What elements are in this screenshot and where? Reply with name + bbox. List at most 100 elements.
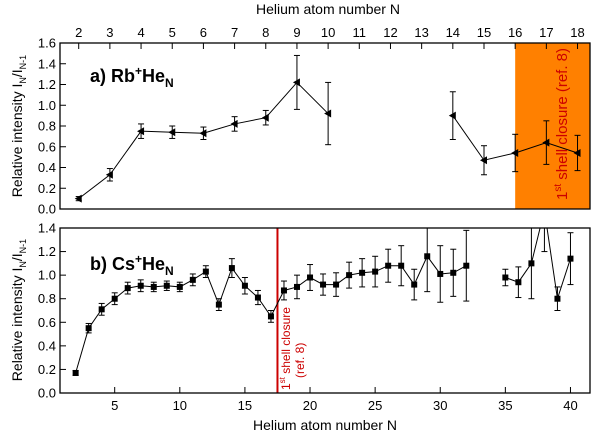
y-tick-label: 0.6: [38, 315, 56, 330]
x-tick-label: 4: [137, 25, 144, 40]
x-tick-label: 18: [570, 25, 584, 40]
y-tick-label: 0.4: [38, 338, 56, 353]
y-tick-label: 1.6: [38, 36, 56, 51]
panel-b-ylabel: Relative intensity IN/IN-1: [9, 239, 28, 381]
data-point: [150, 283, 157, 290]
data-point: [515, 279, 522, 286]
x-tick-label: 11: [353, 25, 367, 40]
panel-a-ticks: 2 3 4 5 6 7 8 9 10 11 12 13 14 15 16 17 18 0.0 0.2 0.4 0.6 0.…: [38, 25, 585, 217]
y-tick-label: 1.2: [38, 77, 56, 92]
x-tick-label: 40: [563, 398, 577, 413]
x-tick-label: 6: [200, 25, 207, 40]
data-point: [554, 295, 561, 302]
x-tick-label: 8: [262, 25, 269, 40]
data-point: [163, 282, 170, 289]
y-tick-label: 1.0: [38, 268, 56, 283]
data-point: [85, 325, 92, 332]
y-tick-label: 0.8: [38, 119, 56, 134]
data-point: [230, 119, 238, 128]
data-point: [424, 253, 431, 260]
y-tick-label: 0.0: [38, 386, 56, 401]
panel-b-series: [72, 228, 574, 376]
data-point: [111, 295, 118, 302]
x-tick-label: 13: [414, 25, 428, 40]
data-point: [280, 287, 287, 294]
data-point: [480, 156, 487, 165]
data-point: [189, 276, 196, 283]
data-point: [124, 285, 131, 292]
y-tick-label: 1.4: [38, 221, 56, 236]
x-tick-label: 3: [106, 25, 113, 40]
data-point: [573, 148, 581, 157]
data-point: [320, 281, 327, 288]
data-point: [567, 255, 574, 262]
data-point: [542, 138, 550, 147]
series-line: [78, 81, 329, 200]
x-tick-label: 2: [75, 25, 82, 40]
panel-a-shaded-region: [515, 43, 590, 209]
svg-text:(ref. 8): (ref. 8): [293, 343, 307, 378]
x-tick-label: 15: [477, 25, 491, 40]
data-point: [294, 283, 301, 290]
data-point: [137, 127, 145, 136]
panel-b-ticks: 5 10 15 20 25 30 35 40 0.0 0.2 0.4 0.6 0.8 1.0 1.2 1.4: [38, 221, 578, 414]
y-tick-label: 0.0: [38, 202, 56, 217]
data-point: [74, 194, 82, 203]
data-point: [168, 128, 176, 137]
data-point: [261, 113, 269, 122]
panel-a: 2 3 4 5 6 7 8 9 10 11 12 13 14 15 16 17 18 0.0 0.2 0.4 0.6 0.…: [9, 1, 591, 217]
data-point: [359, 269, 366, 276]
data-point: [346, 272, 353, 279]
y-tick-label: 0.4: [38, 160, 56, 175]
x-tick-label: 35: [498, 398, 512, 413]
panel-a-series: [74, 54, 581, 203]
data-point: [398, 262, 405, 269]
panel-b-annotation: 1st shell closure (ref. 8): [278, 307, 307, 390]
svg-text:1st shell closure: 1st shell closure: [278, 307, 293, 390]
top-axis-title: Helium atom number N: [256, 1, 400, 17]
x-tick-label: 10: [173, 398, 187, 413]
y-tick-label: 0.2: [38, 362, 56, 377]
x-tick-label: 20: [303, 398, 317, 413]
data-point: [411, 281, 418, 288]
data-point: [385, 262, 392, 269]
x-tick-label: 12: [383, 25, 397, 40]
x-tick-label: 14: [446, 25, 460, 40]
y-tick-label: 1.4: [38, 56, 56, 71]
panel-a-ylabel: Relative intensity IN/IN-1: [9, 55, 28, 197]
panel-b: 5 10 15 20 25 30 35 400.00.20.40.60.81.01.21.4 …: [9, 221, 591, 433]
x-tick-label: 5: [169, 25, 176, 40]
error-bar: [541, 228, 548, 253]
y-tick-label: 1.0: [38, 98, 56, 113]
x-tick-label: 15: [238, 398, 252, 413]
data-point: [324, 109, 332, 118]
y-tick-label: 0.8: [38, 291, 56, 306]
panel-b-xlabel: Helium atom number N: [253, 417, 397, 433]
data-point: [254, 294, 261, 301]
panel-b-label: b) Cs+HeN: [90, 252, 174, 278]
data-point: [241, 282, 248, 289]
data-point: [372, 268, 379, 275]
x-tick-label: 10: [321, 25, 335, 40]
x-tick-label: 30: [433, 398, 447, 413]
data-point: [511, 148, 519, 157]
data-point: [450, 269, 457, 276]
data-point: [176, 283, 183, 290]
data-point: [307, 274, 314, 281]
data-point: [333, 281, 340, 288]
y-tick-label: 0.2: [38, 181, 56, 196]
data-point: [463, 262, 470, 269]
data-point: [72, 369, 79, 376]
panel-a-label: a) Rb+HeN: [90, 64, 174, 90]
panel-a-annotation: 1st shell closure (ref. 8): [553, 48, 571, 200]
x-tick-label: 25: [368, 398, 382, 413]
data-point: [437, 270, 444, 277]
panel-a-frame: [59, 42, 591, 210]
data-point: [448, 111, 456, 120]
data-point: [228, 265, 235, 272]
data-point: [528, 260, 535, 267]
series-line: [505, 228, 571, 299]
x-tick-label: 16: [508, 25, 522, 40]
data-point: [292, 78, 300, 87]
